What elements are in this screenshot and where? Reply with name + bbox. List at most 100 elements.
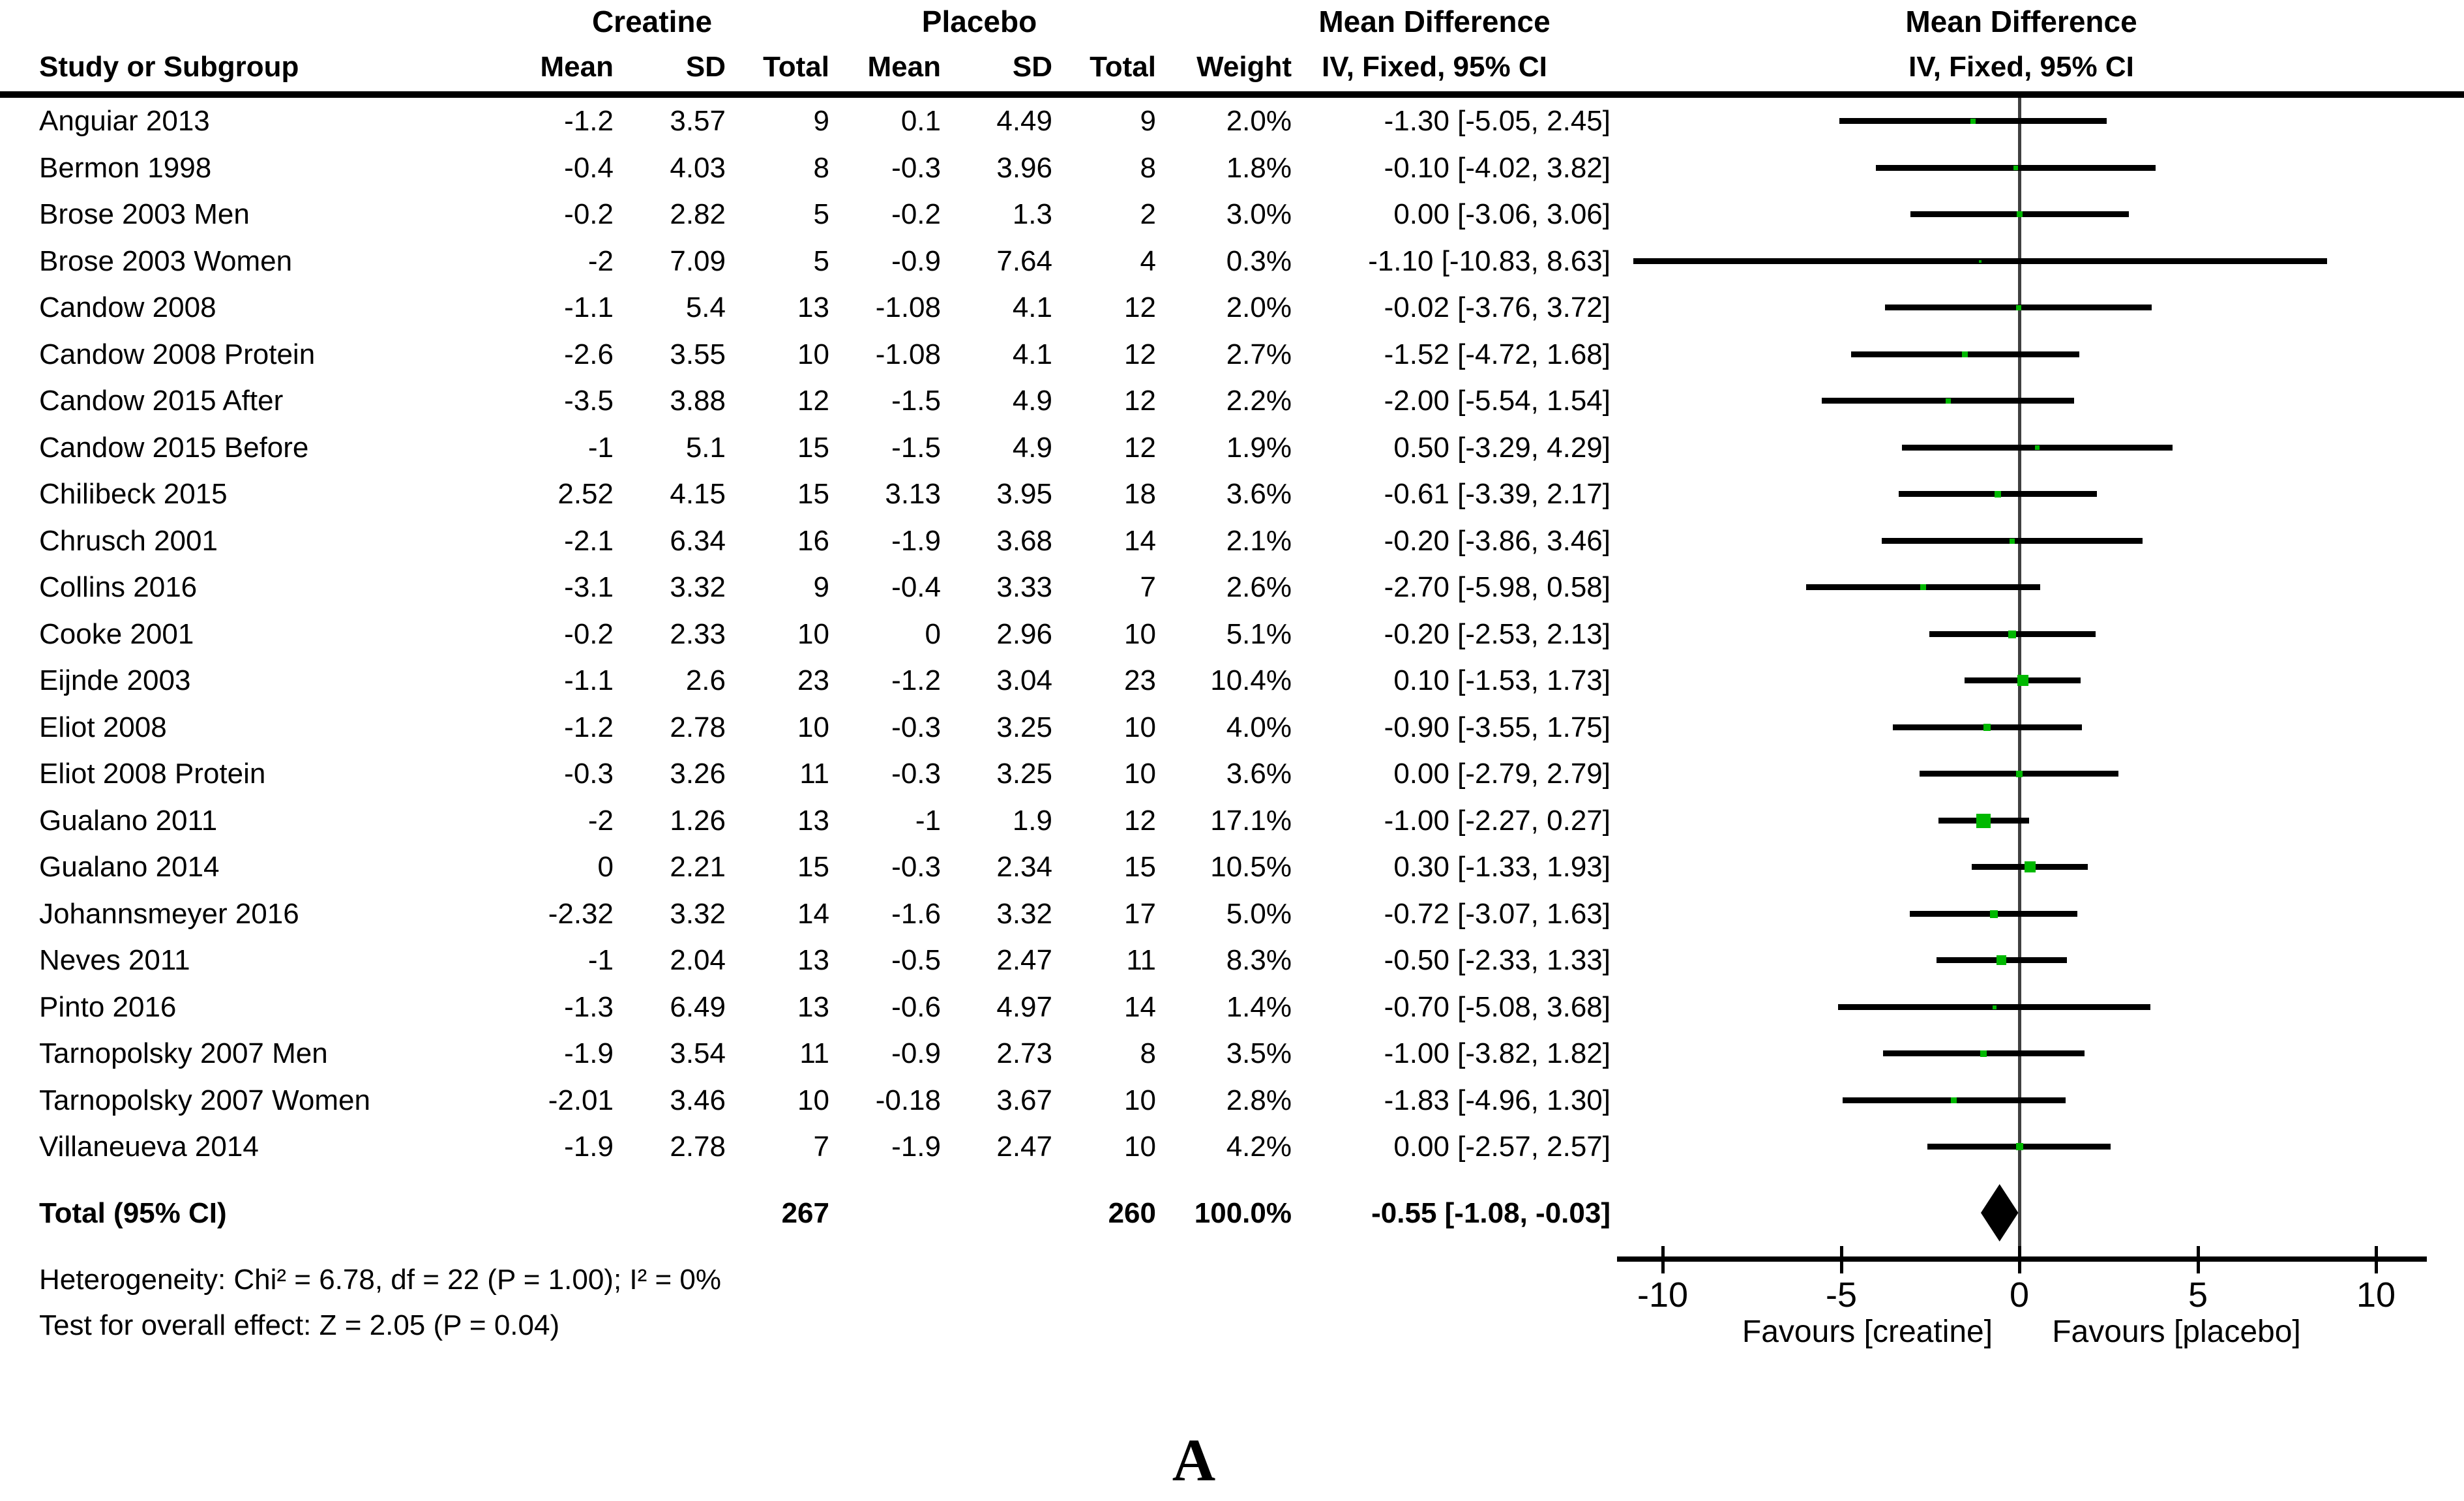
study-name: Chrusch 2001 <box>39 525 218 557</box>
study-row: Gualano 2014 0 2.21 15 -0.3 2.34 15 10.5… <box>0 844 2464 890</box>
overall-effect-text: Test for overall effect: Z = 2.05 (P = 0… <box>39 1309 560 1341</box>
placebo-total: 4 <box>1140 245 1156 277</box>
total-diamond <box>1981 1184 2019 1241</box>
creatine-mean: -2.6 <box>564 338 614 370</box>
study-iv-ci: 0.00 [-3.06, 3.06] <box>1393 198 1611 230</box>
study-iv-ci: -0.20 [-3.86, 3.46] <box>1384 525 1611 557</box>
creatine-mean: -1.3 <box>564 991 614 1023</box>
study-iv-ci: -0.70 [-5.08, 3.68] <box>1384 991 1611 1023</box>
study-name: Candow 2015 Before <box>39 432 309 464</box>
placebo-total: 14 <box>1124 525 1156 557</box>
creatine-mean: -2.32 <box>548 898 614 930</box>
creatine-total: 9 <box>813 105 829 137</box>
creatine-sd: 4.15 <box>670 478 726 510</box>
placebo-mean: -1.08 <box>875 338 941 370</box>
placebo-mean: -1.5 <box>891 432 941 464</box>
placebo-sd: 3.04 <box>996 664 1052 696</box>
study-name: Tarnopolsky 2007 Women <box>39 1084 370 1116</box>
creatine-mean: -1.9 <box>564 1037 614 1069</box>
placebo-mean: -0.4 <box>891 571 941 603</box>
column-header-creatine-sd: SD <box>685 51 726 83</box>
effect-marker <box>1983 724 1991 731</box>
study-row: Brose 2003 Men -0.2 2.82 5 -0.2 1.3 2 3.… <box>0 191 2464 237</box>
placebo-mean: -0.2 <box>891 198 941 230</box>
study-iv-ci: -1.30 [-5.05, 2.45] <box>1384 105 1611 137</box>
placebo-sd: 4.9 <box>1012 432 1052 464</box>
effect-marker <box>2017 675 2028 686</box>
study-name: Bermon 1998 <box>39 152 212 184</box>
effect-marker <box>1970 119 1976 124</box>
axis-tick-label: -5 <box>1825 1275 1858 1315</box>
study-name: Eliot 2008 <box>39 711 167 743</box>
creatine-total: 10 <box>797 338 829 370</box>
placebo-total: 15 <box>1124 851 1156 883</box>
column-header-placebo-total: Total <box>1090 51 1156 83</box>
placebo-mean: -1.08 <box>875 291 941 323</box>
placebo-total: 12 <box>1124 338 1156 370</box>
study-row: Tarnopolsky 2007 Men -1.9 3.54 11 -0.9 2… <box>0 1030 2464 1077</box>
study-row: Eliot 2008 Protein -0.3 3.26 11 -0.3 3.2… <box>0 750 2464 797</box>
creatine-total: 15 <box>797 851 829 883</box>
creatine-mean: 0 <box>597 851 614 883</box>
placebo-sd: 3.25 <box>996 711 1052 743</box>
effect-marker <box>2035 445 2040 450</box>
placebo-sd: 3.68 <box>996 525 1052 557</box>
study-name: Gualano 2014 <box>39 851 220 883</box>
effect-marker <box>1995 491 2001 498</box>
study-weight: 5.0% <box>1226 898 1292 930</box>
creatine-sd: 5.4 <box>685 291 726 323</box>
study-name: Pinto 2016 <box>39 991 177 1023</box>
placebo-sd: 2.34 <box>996 851 1052 883</box>
placebo-total: 23 <box>1124 664 1156 696</box>
creatine-mean: -0.2 <box>564 198 614 230</box>
study-weight: 1.4% <box>1226 991 1292 1023</box>
effect-marker <box>2025 861 2036 872</box>
study-name: Gualano 2011 <box>39 805 218 837</box>
placebo-mean: -0.5 <box>891 944 941 976</box>
placebo-sd: 2.47 <box>996 944 1052 976</box>
study-iv-ci: 0.00 [-2.79, 2.79] <box>1393 758 1611 790</box>
favours-left-label: Favours [creatine] <box>1742 1315 1993 1349</box>
creatine-total: 15 <box>797 432 829 464</box>
column-header-iv-plot: IV, Fixed, 95% CI <box>1908 51 2134 83</box>
creatine-mean: -2.01 <box>548 1084 614 1116</box>
study-iv-ci: -0.20 [-2.53, 2.13] <box>1384 618 1611 650</box>
study-iv-ci: 0.10 [-1.53, 1.73] <box>1393 664 1611 696</box>
placebo-total: 14 <box>1124 991 1156 1023</box>
creatine-sd: 3.57 <box>670 105 726 137</box>
creatine-sd: 2.6 <box>685 664 726 696</box>
group-header-mean-difference-table: Mean Difference <box>1318 5 1551 38</box>
placebo-sd: 1.9 <box>1012 805 1052 837</box>
study-row: Candow 2015 Before -1 5.1 15 -1.5 4.9 12… <box>0 424 2464 471</box>
creatine-total: 13 <box>797 991 829 1023</box>
creatine-mean: -2.1 <box>564 525 614 557</box>
study-weight: 4.2% <box>1226 1131 1292 1163</box>
placebo-total: 10 <box>1124 711 1156 743</box>
study-weight: 17.1% <box>1210 805 1292 837</box>
creatine-sd: 2.04 <box>670 944 726 976</box>
column-header-iv-table: IV, Fixed, 95% CI <box>1322 51 1547 83</box>
placebo-mean: -1.6 <box>891 898 941 930</box>
placebo-mean: -1.2 <box>891 664 941 696</box>
study-iv-ci: -1.00 [-3.82, 1.82] <box>1384 1037 1611 1069</box>
creatine-mean: -0.2 <box>564 618 614 650</box>
x-axis-line <box>1617 1256 2427 1262</box>
study-row: Chilibeck 2015 2.52 4.15 15 3.13 3.95 18… <box>0 471 2464 517</box>
favours-right-label: Favours [placebo] <box>2052 1315 2301 1349</box>
placebo-sd: 2.47 <box>996 1131 1052 1163</box>
study-row: Bermon 1998 -0.4 4.03 8 -0.3 3.96 8 1.8%… <box>0 145 2464 191</box>
effect-marker <box>2013 166 2018 170</box>
study-weight: 10.5% <box>1210 851 1292 883</box>
study-weight: 3.0% <box>1226 198 1292 230</box>
effect-marker <box>1946 398 1951 404</box>
creatine-total: 23 <box>797 664 829 696</box>
creatine-sd: 3.55 <box>670 338 726 370</box>
axis-tick <box>1840 1246 1843 1273</box>
creatine-mean: -1 <box>587 944 614 976</box>
creatine-total: 10 <box>797 711 829 743</box>
total-placebo-n: 260 <box>1108 1197 1156 1229</box>
creatine-total: 9 <box>813 571 829 603</box>
creatine-total: 16 <box>797 525 829 557</box>
column-header-weight: Weight <box>1196 51 1292 83</box>
placebo-sd: 4.1 <box>1012 291 1052 323</box>
